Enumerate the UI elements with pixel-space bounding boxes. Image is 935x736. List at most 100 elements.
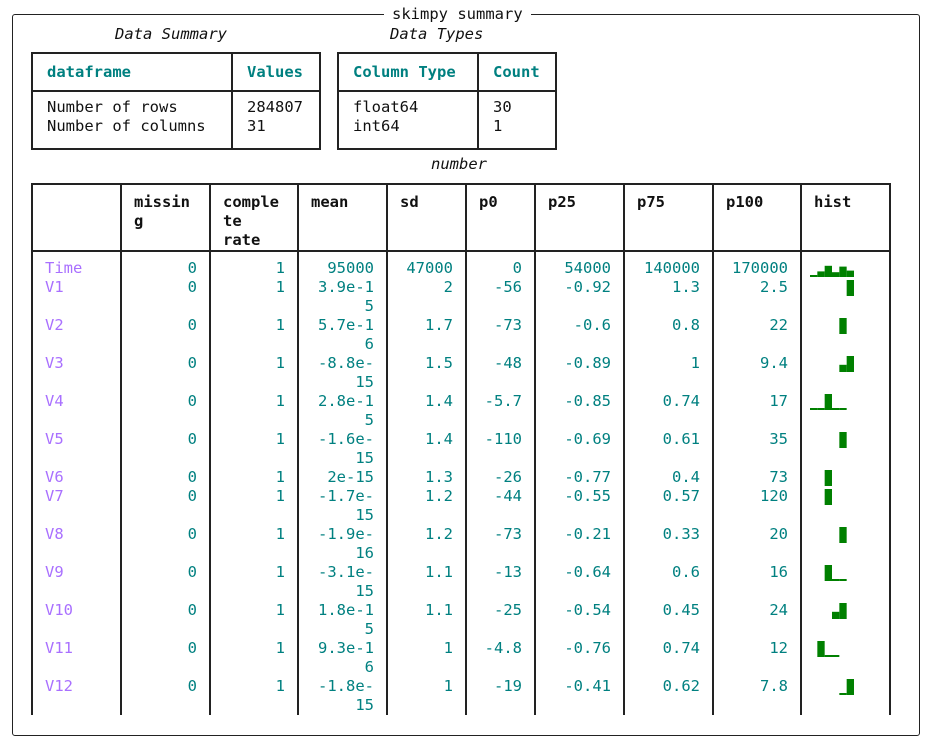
cell-p100: 120 [712, 487, 802, 525]
table-row: V2 0 1 5.7e-1 6 1.7 -73 -0.6 0.8 22 [31, 316, 891, 354]
cell-p0: -5.7 [465, 392, 536, 430]
column-name-cell: V4 [31, 392, 122, 430]
histogram [824, 489, 832, 505]
cell-rate: 1 [209, 487, 299, 525]
cell-p100: 73 [712, 468, 802, 487]
panel-title: skimpy summary [384, 4, 531, 24]
hist-bar [810, 408, 818, 410]
cell-missing: 0 [120, 563, 211, 601]
cell-sd: 1.4 [386, 392, 467, 430]
cell-sd: 2 [386, 278, 467, 316]
hist-bar [824, 470, 832, 486]
table-row: V8 0 1 -1.9e- 16 1.2 -73 -0.21 0.33 20 [31, 525, 891, 563]
cell-p0: -25 [465, 601, 536, 639]
table-row: V6 0 1 2e-15 1.3 -26 -0.77 0.4 73 [31, 468, 891, 487]
cell-p25: -0.85 [534, 392, 625, 430]
hist-cell [800, 525, 891, 563]
hist-cell [800, 468, 891, 487]
cell-mean: 3.9e-1 5 [297, 278, 388, 316]
hist-cell [800, 316, 891, 354]
cell-p0: -48 [465, 354, 536, 392]
cell-mean: -1.7e- 15 [297, 487, 388, 525]
hist-bar [846, 270, 854, 277]
histogram [832, 603, 847, 619]
cell-p100: 16 [712, 563, 802, 601]
cell-p75: 0.45 [623, 601, 714, 639]
cell-p100: 12 [712, 639, 802, 677]
table-row: V11 0 1 9.3e-1 6 1 -4.8 -0.76 0.74 12 [31, 639, 891, 677]
column-name-cell: V2 [31, 316, 122, 354]
cell-p0: -19 [465, 677, 536, 715]
hist-bar [839, 266, 847, 277]
cell-mean: 95000 [297, 251, 388, 278]
cell-p25: -0.21 [534, 525, 625, 563]
cell-p75: 140000 [623, 251, 714, 278]
cell-p75: 0.8 [623, 316, 714, 354]
hist-bar [839, 579, 847, 581]
hist-bar [817, 408, 825, 410]
cell-p75: 0.4 [623, 468, 714, 487]
cell-p0: -44 [465, 487, 536, 525]
table-row: V1 0 1 3.9e-1 5 2 -56 -0.92 1.3 2.5 [31, 278, 891, 316]
hist-bar [839, 527, 847, 543]
cell-p75: 0.33 [623, 525, 714, 563]
cell-p25: -0.64 [534, 563, 625, 601]
cell-rate: 1 [209, 601, 299, 639]
cell-p75: 0.6 [623, 563, 714, 601]
cell-p75: 0.74 [623, 639, 714, 677]
cell-p25: -0.55 [534, 487, 625, 525]
table-row: V5 0 1 -1.6e- 15 1.4 -110 -0.69 0.61 35 [31, 430, 891, 468]
cell-p0: -110 [465, 430, 536, 468]
cell-missing: 0 [120, 278, 211, 316]
cell-mean: -1.8e- 15 [297, 677, 388, 715]
hist-cell [800, 487, 891, 525]
cell-p100: 20 [712, 525, 802, 563]
hist-bar [824, 655, 832, 657]
type-names: float64 int64 [337, 90, 479, 150]
cell-sd: 47000 [386, 251, 467, 278]
header-column-name [31, 183, 122, 252]
table-row: V12 0 1 -1.8e- 15 1 -19 -0.41 0.62 7.8 [31, 677, 891, 715]
cell-missing: 0 [120, 251, 211, 278]
histogram [846, 280, 854, 296]
cell-p100: 7.8 [712, 677, 802, 715]
table-row: V7 0 1 -1.7e- 15 1.2 -44 -0.55 0.57 120 [31, 487, 891, 525]
histogram [839, 679, 854, 695]
cell-rate: 1 [209, 639, 299, 677]
cell-missing: 0 [120, 525, 211, 563]
cell-mean: 1.8e-1 5 [297, 601, 388, 639]
cell-p25: -0.69 [534, 430, 625, 468]
cell-rate: 1 [209, 392, 299, 430]
cell-p100: 24 [712, 601, 802, 639]
cell-p25: -0.92 [534, 278, 625, 316]
table-row: V3 0 1 -8.8e- 15 1.5 -48 -0.89 1 9.4 [31, 354, 891, 392]
hist-bar [846, 679, 854, 695]
cell-missing: 0 [120, 430, 211, 468]
cell-missing: 0 [120, 487, 211, 525]
histogram [810, 265, 854, 277]
cell-missing: 0 [120, 639, 211, 677]
cell-sd: 1.4 [386, 430, 467, 468]
table-row: V9 0 1 -3.1e- 15 1.1 -13 -0.64 0.6 16 [31, 563, 891, 601]
cell-missing: 0 [120, 354, 211, 392]
hist-bar [832, 579, 840, 581]
cell-p0: -26 [465, 468, 536, 487]
header-mean: mean [297, 183, 388, 252]
cell-missing: 0 [120, 316, 211, 354]
cell-sd: 1.2 [386, 487, 467, 525]
type-counts: 30 1 [477, 90, 557, 150]
cell-missing: 0 [120, 677, 211, 715]
histogram [810, 394, 847, 410]
cell-p25: -0.6 [534, 316, 625, 354]
column-name-cell: V12 [31, 677, 122, 715]
cell-sd: 1.1 [386, 601, 467, 639]
data-types-caption: Data Types [390, 25, 484, 43]
hist-cell [800, 677, 891, 715]
header-column-type: Column Type [337, 52, 479, 92]
hist-bar [839, 603, 847, 619]
cell-missing: 0 [120, 601, 211, 639]
cell-sd: 1.7 [386, 316, 467, 354]
cell-mean: 5.7e-1 6 [297, 316, 388, 354]
hist-bar [817, 641, 825, 657]
histogram [839, 356, 854, 372]
